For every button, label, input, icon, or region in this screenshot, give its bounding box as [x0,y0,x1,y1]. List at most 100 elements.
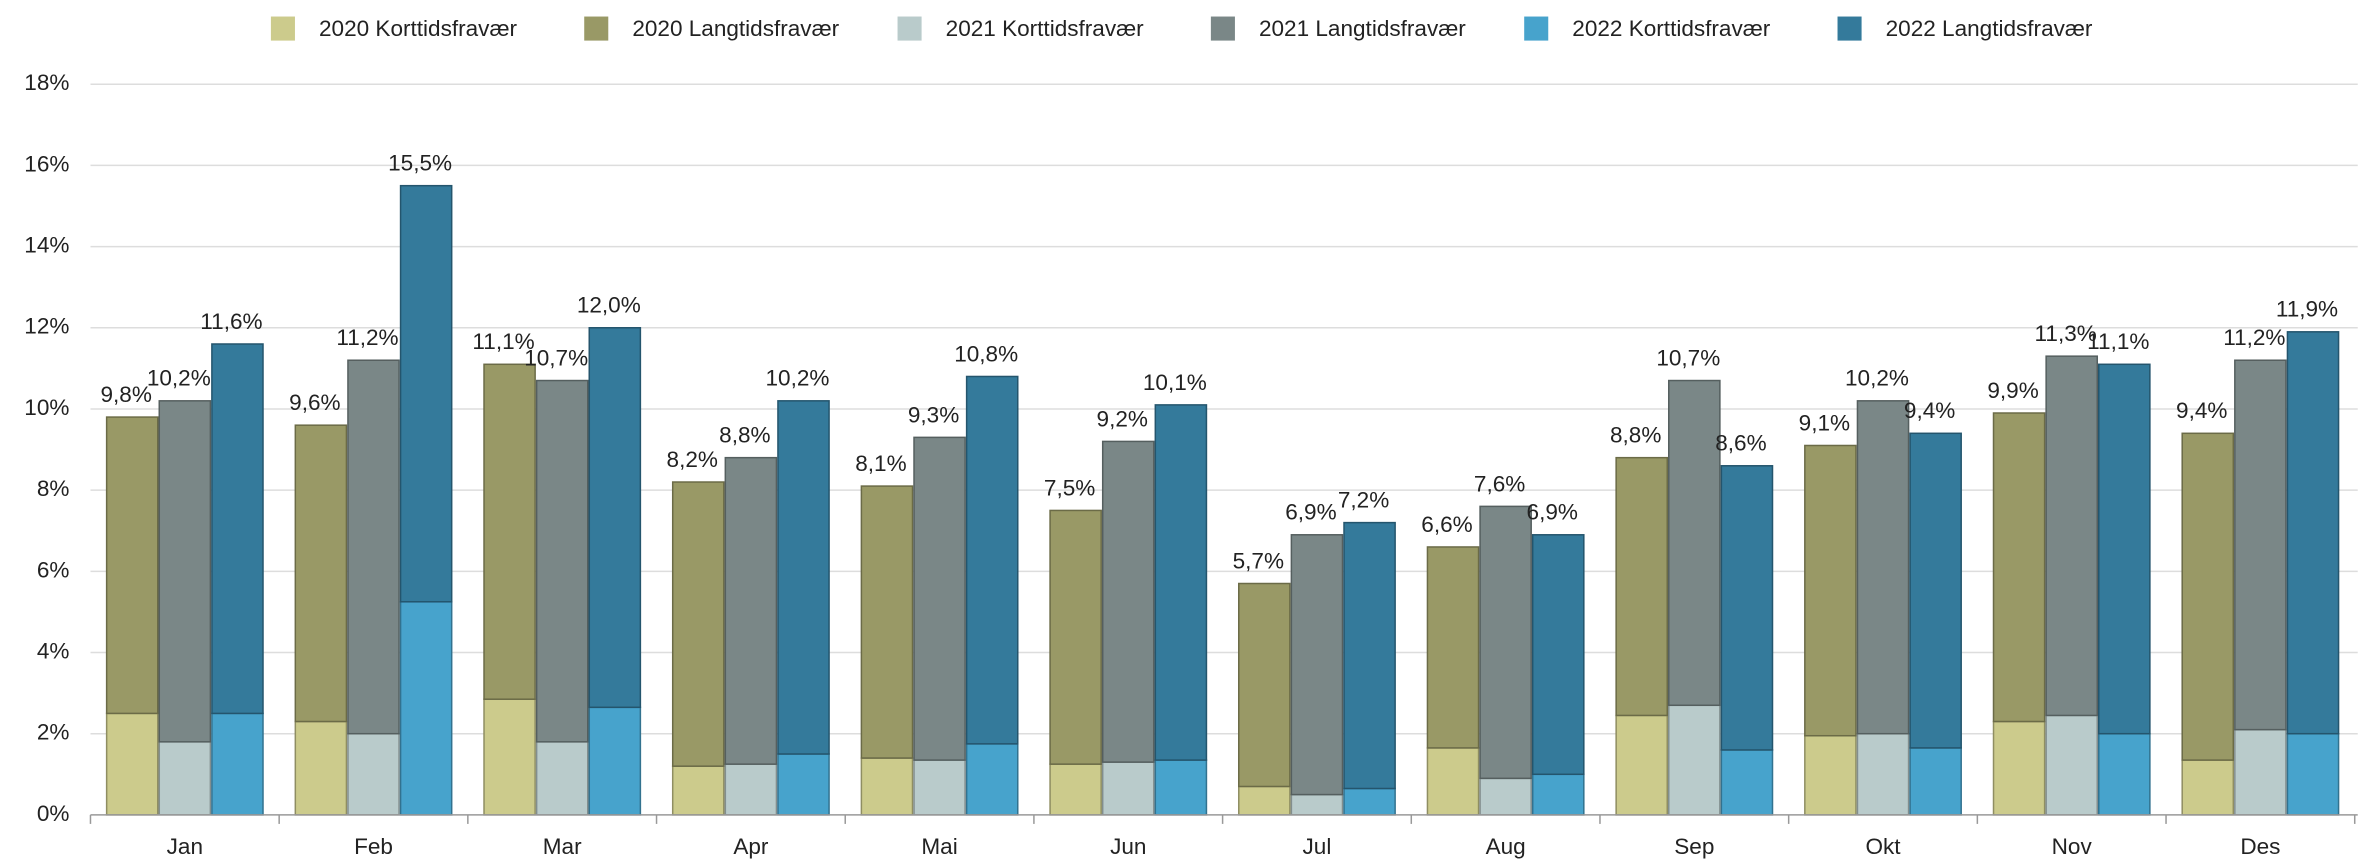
bar-segment [1856,400,1910,735]
data-label: 7,5% [1044,475,1095,500]
legend-label: 2022 Langtidsfravær [1886,16,2093,41]
data-label: 8,1% [855,451,906,476]
data-label: 12,0% [577,293,641,318]
bar-segment [724,763,778,816]
data-label: 11,6% [200,309,262,334]
y-tick-label: 10% [24,395,69,420]
data-label: 10,7% [1656,345,1720,370]
legend-swatch [1524,16,1549,41]
y-tick-label: 6% [37,557,70,582]
bar-segment [535,379,589,743]
bar-segment [1804,734,1857,816]
legend-swatch [584,16,609,41]
data-label: 10,2% [147,366,211,391]
bar-segment [965,375,1019,745]
data-label: 6,6% [1421,512,1472,537]
bar-segment [671,481,725,767]
data-label: 10,1% [1143,370,1207,395]
bar-segment [724,456,778,765]
data-label: 5,7% [1233,548,1284,573]
bar-segment [1804,444,1857,737]
x-tick-label: Mai [921,834,957,859]
x-tick-label: Feb [354,834,393,859]
bar-segment [105,712,159,816]
data-label: 9,4% [2176,398,2227,423]
bar-segment [1049,509,1102,765]
bar-segment [347,359,400,735]
data-label: 10,7% [524,345,588,370]
data-label: 9,8% [100,382,151,407]
bar-segment [1479,505,1532,780]
bar-segment [1290,793,1344,816]
legend-label: 2020 Langtidsfravær [632,16,839,41]
x-tick-label: Jul [1303,834,1332,859]
x-tick-label: Jun [1110,834,1146,859]
bar-segment [1049,763,1102,816]
data-label: 15,5% [388,151,452,176]
bar-segment [1720,465,1774,751]
y-tick-label: 14% [24,233,69,258]
data-label: 11,1% [2087,329,2149,354]
bar-segment [2234,728,2287,816]
legend-label: 2022 Korttidsfravær [1572,16,1770,41]
bar-segment [913,436,966,761]
y-tick-label: 4% [37,638,70,663]
bar-segment [347,732,400,816]
bar-segment [2045,714,2099,816]
legend-swatch [897,16,922,41]
bar-segment [399,601,453,816]
data-label: 8,8% [719,423,770,448]
data-label: 10,2% [1845,366,1909,391]
bar-segment [860,757,914,816]
bar-segment [1343,787,1396,816]
bar-segment [294,424,348,723]
bar-segment [294,720,348,816]
y-tick-label: 0% [37,801,70,826]
bar-segment [588,327,642,709]
data-label: 8,2% [667,447,718,472]
x-tick-label: Sep [1674,834,1714,859]
data-label: 8,6% [1715,431,1766,456]
bar-segment [1992,720,2046,816]
data-label: 10,8% [954,341,1018,366]
bar-segment [211,343,264,715]
bar-segment [483,698,536,816]
bar-segment [211,712,264,816]
data-label: 11,2% [2223,325,2285,350]
bar-segment [1531,534,1585,776]
data-label: 7,2% [1338,488,1389,513]
bar-segment [158,400,212,743]
bar-segment [2181,432,2235,761]
data-label: 11,2% [336,325,398,350]
bar-segment [2234,359,2287,731]
x-tick-label: Des [2240,834,2280,859]
bar-segment [105,416,159,715]
bar-segment [158,741,212,816]
bar-segment [1668,704,1721,816]
bar-segment [588,706,642,816]
bar-segment [1856,732,1910,816]
bar-segment [1154,759,1208,816]
bar-segment [1531,773,1585,816]
legend-label: 2020 Korttidsfravær [319,16,517,41]
bar-segment [483,363,536,700]
x-tick-label: Okt [1865,834,1901,859]
bar-segment [1720,749,1774,816]
data-label: 11,3% [2035,321,2097,346]
bar-segment [1154,404,1208,761]
x-tick-label: Jan [167,834,203,859]
x-tick-label: Apr [733,834,769,859]
bar-segment [1343,521,1396,790]
bar-segment [1909,432,1962,749]
y-tick-label: 2% [37,720,70,745]
bar-segment [2181,759,2235,816]
bar-segment [2045,355,2099,717]
legend-label: 2021 Korttidsfravær [946,16,1144,41]
bar-segment [777,400,830,755]
legend-swatch [1837,16,1862,41]
data-label: 6,9% [1527,500,1578,525]
bar-segment [1992,412,2046,723]
bar-segment [399,184,453,603]
bar-segment [1909,747,1962,816]
